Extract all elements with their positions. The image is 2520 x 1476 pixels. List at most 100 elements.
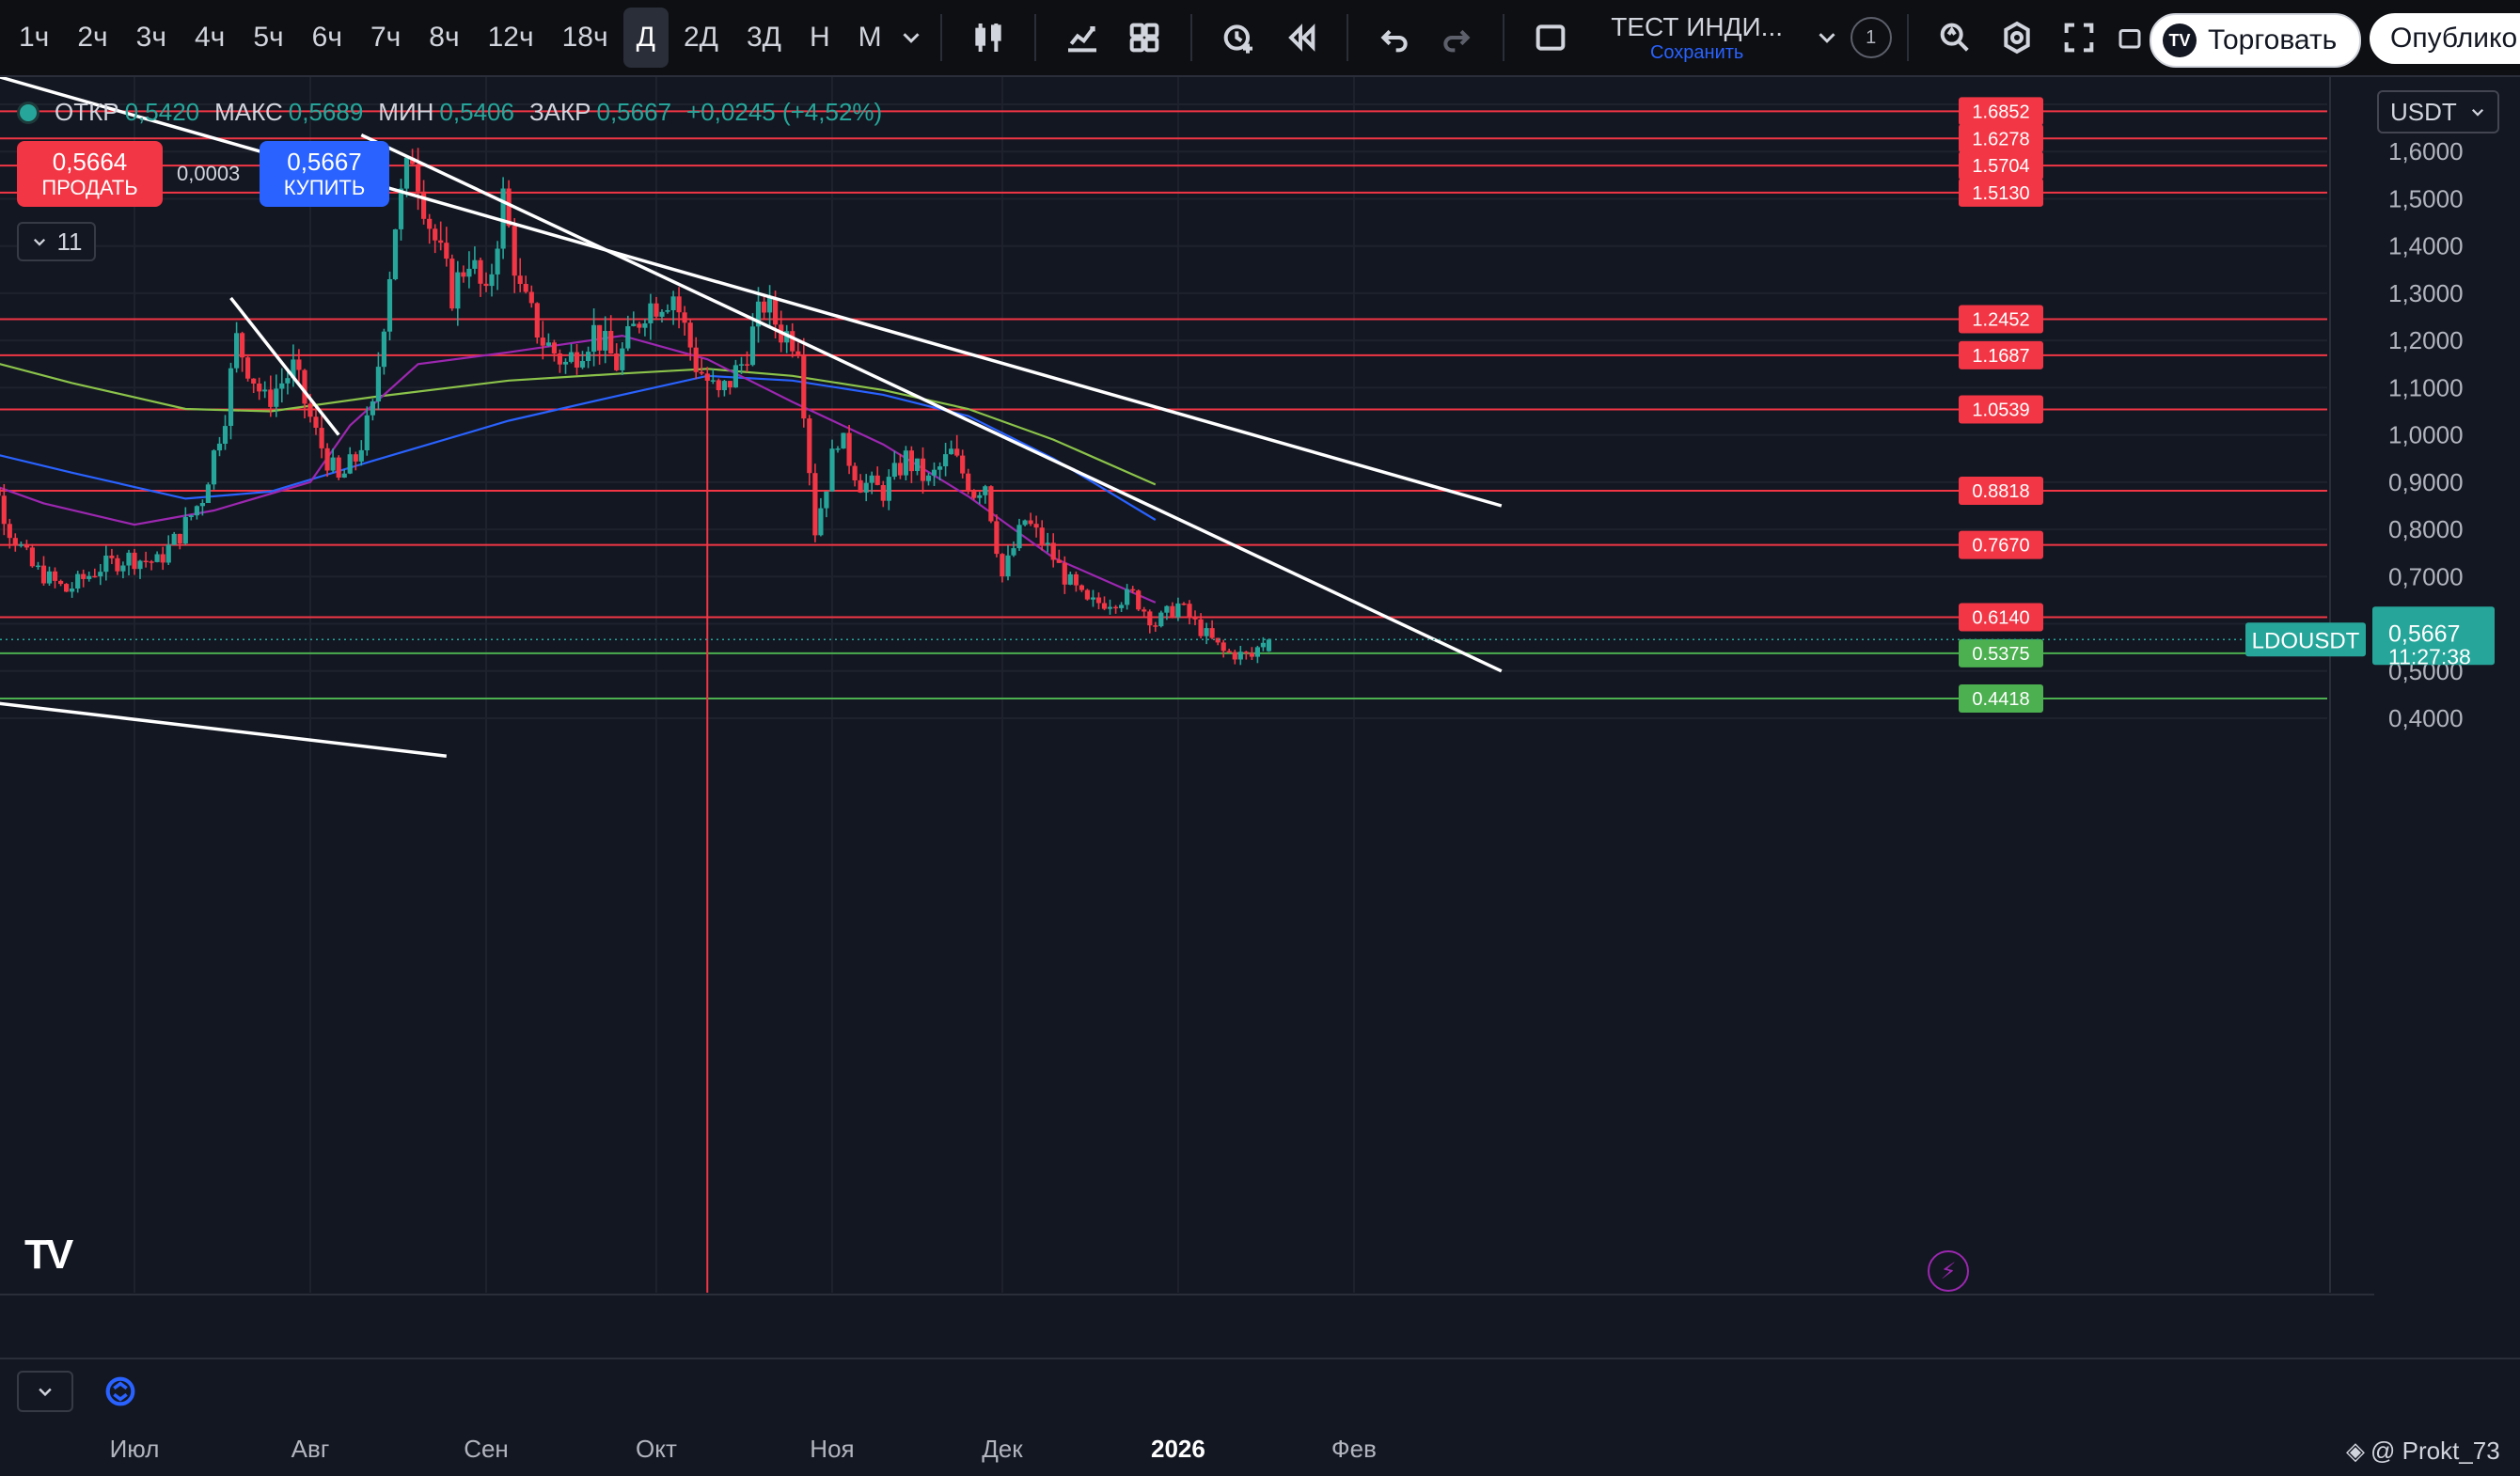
fullscreen-icon[interactable] xyxy=(2054,8,2104,68)
candle-body xyxy=(846,432,852,466)
indicator-template-name[interactable]: ТЕСТ ИНДИ... Сохранить xyxy=(1589,12,1805,64)
candle-body xyxy=(7,524,12,539)
trade-button-label: Торговать xyxy=(2208,24,2338,55)
bottom-panel-toggle[interactable] xyxy=(17,1371,73,1412)
candle-body xyxy=(1090,597,1096,600)
candle-body xyxy=(188,515,194,517)
snapshot-icon[interactable] xyxy=(2116,8,2144,68)
candle-body xyxy=(386,279,393,332)
timeframe-12[interactable]: 3Д xyxy=(746,22,781,53)
level-price-tag[interactable] xyxy=(1959,603,2043,632)
currency-selector[interactable]: USDT xyxy=(2377,90,2499,133)
quick-search-icon[interactable] xyxy=(1929,8,1980,68)
level-price-tag[interactable] xyxy=(1959,124,2043,153)
settings-gear-icon[interactable] xyxy=(1992,8,2042,68)
lightning-event-icon[interactable]: ⚡ xyxy=(1928,1250,1969,1292)
level-price-tag[interactable] xyxy=(1959,151,2043,181)
price-axis-label: 0,7000 xyxy=(2388,562,2464,590)
level-price-tag[interactable] xyxy=(1959,684,2043,714)
collapse-indicators-button[interactable]: 11 xyxy=(17,222,96,261)
candle-body xyxy=(12,538,18,546)
candle-body xyxy=(903,450,908,476)
timeframe-1[interactable]: 2ч xyxy=(77,22,108,53)
candle-body xyxy=(841,432,846,449)
level-price-tag[interactable] xyxy=(1959,530,2043,559)
save-template-link[interactable]: Сохранить xyxy=(1649,41,1744,63)
level-price-tag[interactable] xyxy=(1959,638,2043,667)
timeframe-9[interactable]: 18ч xyxy=(561,22,608,53)
sell-button[interactable]: 0,5664 ПРОДАТЬ xyxy=(17,141,163,207)
price-chart[interactable]: 1.6852 1.6278 1.5704 1.5130 1.2452 1.1687 1.05… xyxy=(0,77,2520,1476)
timeframe-14[interactable]: М xyxy=(858,22,882,53)
candle-body xyxy=(603,331,608,351)
candle-body xyxy=(1095,597,1102,604)
level-price-tag[interactable] xyxy=(1959,97,2043,126)
alert-clock-icon[interactable] xyxy=(1213,8,1264,68)
candle-body xyxy=(257,384,262,392)
candle-body xyxy=(886,477,891,501)
last-price-tag[interactable] xyxy=(2372,606,2495,666)
candle-body xyxy=(1266,639,1272,652)
publish-button[interactable]: Опублико xyxy=(2370,13,2520,64)
timeframe-13[interactable]: Н xyxy=(809,22,830,53)
level-price-tag[interactable] xyxy=(1959,340,2043,369)
timeframe-7[interactable]: 8ч xyxy=(429,22,460,53)
candle-body xyxy=(160,554,165,563)
market-status-dot[interactable] xyxy=(17,101,39,124)
currency-label: USDT xyxy=(2390,97,2457,126)
timeframe-6[interactable]: 7ч xyxy=(370,22,402,53)
undo-icon[interactable] xyxy=(1369,8,1420,68)
trendline[interactable] xyxy=(229,296,340,436)
candle-body xyxy=(1045,542,1050,544)
candle-body xyxy=(1079,585,1084,590)
candle-body xyxy=(642,323,648,328)
redo-icon[interactable] xyxy=(1431,8,1482,68)
timeframe-5[interactable]: 6ч xyxy=(311,22,342,53)
template-dropdown-chevron-icon[interactable] xyxy=(1813,8,1841,68)
candle-body xyxy=(1005,555,1011,577)
candle-body xyxy=(931,469,937,476)
candle-body xyxy=(1226,651,1232,652)
buy-button[interactable]: 0,5667 КУПИТЬ xyxy=(260,141,389,207)
level-price-tag[interactable] xyxy=(1959,178,2043,207)
timeframe-10[interactable]: Д xyxy=(622,8,669,68)
pane-divider[interactable] xyxy=(0,1294,2374,1295)
candle-body xyxy=(891,463,897,478)
timeframe-4[interactable]: 5ч xyxy=(253,22,284,53)
replay-icon[interactable] xyxy=(1275,8,1326,68)
level-price-tag[interactable] xyxy=(1959,476,2043,505)
trendline[interactable] xyxy=(360,133,1503,673)
timeframe-dropdown-chevron-icon[interactable] xyxy=(897,8,925,68)
indicator-count-badge[interactable]: 1 xyxy=(1850,17,1892,58)
candle-body xyxy=(1215,637,1221,643)
layout-square-icon[interactable] xyxy=(1525,8,1576,68)
level-price-tag[interactable] xyxy=(1959,305,2043,334)
trendline[interactable] xyxy=(0,77,1503,508)
trade-button[interactable]: TV Торговать xyxy=(2150,13,2362,68)
refresh-icon[interactable] xyxy=(102,1373,139,1410)
timeframe-11[interactable]: 2Д xyxy=(683,22,718,53)
timeframe-3[interactable]: 4ч xyxy=(194,22,226,53)
level-price-tag[interactable] xyxy=(1959,395,2043,424)
moving-average-line[interactable] xyxy=(0,374,1157,521)
timeframe-2[interactable]: 3ч xyxy=(135,22,166,53)
symbol-tag[interactable] xyxy=(2245,622,2366,657)
timeframe-8[interactable]: 12ч xyxy=(487,22,534,53)
candle-body xyxy=(795,351,801,354)
candle-body xyxy=(755,301,762,327)
candle-body xyxy=(251,378,257,384)
time-axis-label: Фев xyxy=(1331,1435,1377,1463)
candle-body xyxy=(149,561,154,563)
candle-body xyxy=(670,296,676,310)
candle-body xyxy=(966,473,971,492)
chevron-down-icon xyxy=(39,1388,52,1397)
candle-body xyxy=(421,191,427,219)
candle-body xyxy=(29,547,35,567)
timeframe-0[interactable]: 1ч xyxy=(19,22,50,53)
trendline[interactable] xyxy=(0,699,448,758)
templates-grid-icon[interactable] xyxy=(1119,8,1170,68)
price-axis-label: 1,1000 xyxy=(2388,373,2464,401)
candle-body xyxy=(370,401,375,416)
indicators-icon[interactable] xyxy=(1057,8,1108,68)
candles-chart-type-icon[interactable] xyxy=(963,8,1014,68)
